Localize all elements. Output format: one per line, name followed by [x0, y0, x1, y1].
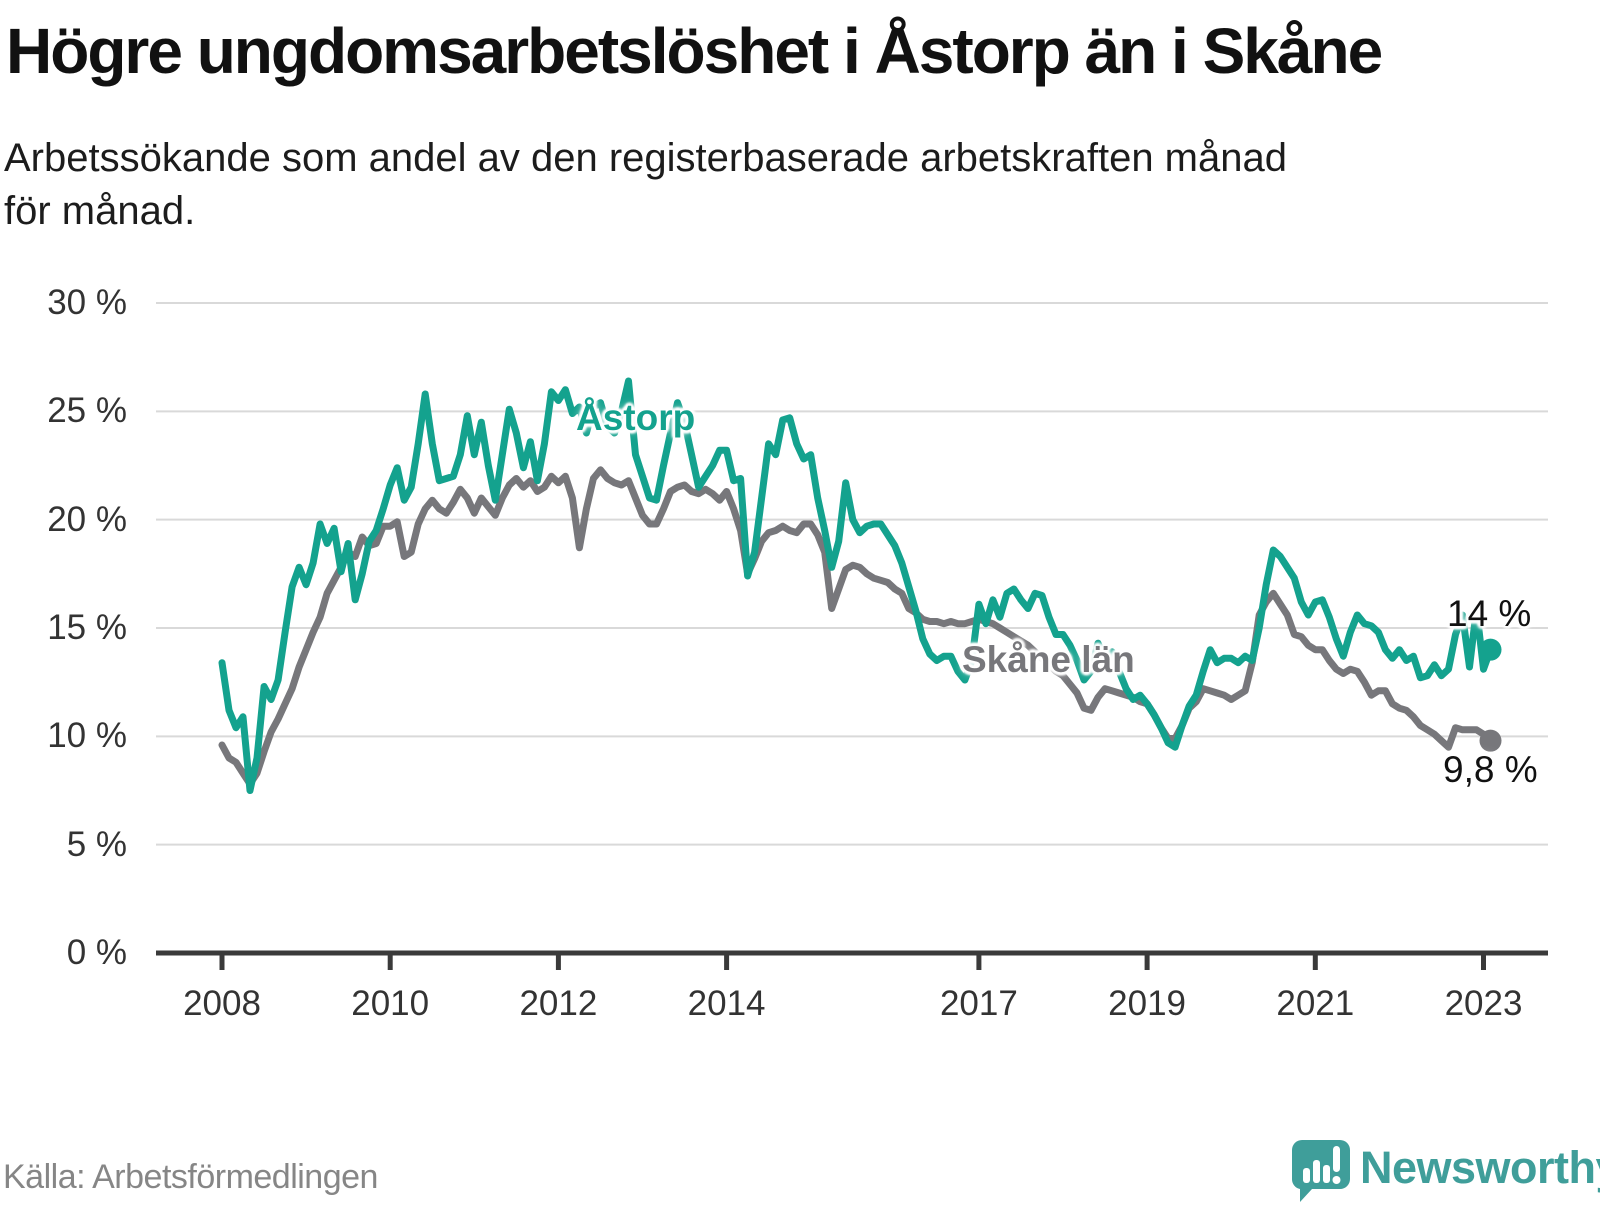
source-note: Källa: Arbetsförmedlingen: [3, 1158, 378, 1196]
series-line--storp: [218, 377, 1494, 794]
chart-subtitle: Arbetssökande som andel av den registerb…: [4, 136, 1287, 234]
end-dot-sk-ne-l-n: [1479, 729, 1502, 752]
page-title: Högre ungdomsarbetslöshet i Åstorp än i …: [6, 15, 1383, 87]
newsworthy-logo-text: Newsworthy: [1360, 1142, 1600, 1193]
end-dot--storp: [1479, 638, 1502, 661]
newsworthy-logo: Newsworthy: [1290, 1138, 1600, 1202]
series-line-sk-ne-l-n: [218, 466, 1494, 788]
newsworthy-logo-icon: [1291, 1140, 1350, 1202]
logo-bubble: [1291, 1140, 1350, 1202]
